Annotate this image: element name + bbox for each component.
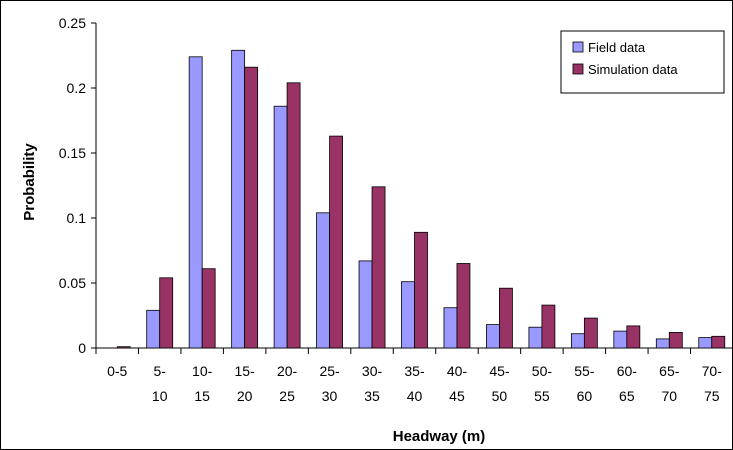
field-data-bar bbox=[655, 338, 670, 349]
x-tick-label: 30 bbox=[322, 388, 338, 404]
x-tick-label: 45- bbox=[489, 363, 510, 379]
x-tick-label: 30- bbox=[362, 363, 383, 379]
x-tick-label: 50 bbox=[492, 388, 508, 404]
simulation-data-bar bbox=[371, 186, 386, 349]
x-tick-label: 70 bbox=[662, 388, 678, 404]
x-tick-label: 35- bbox=[404, 363, 425, 379]
x-tick-label: 10- bbox=[192, 363, 213, 379]
simulation-data-bar bbox=[456, 263, 471, 349]
simulation-data-bar bbox=[116, 346, 131, 349]
simulation-data-bar bbox=[626, 325, 641, 349]
x-tick-label: 25- bbox=[319, 363, 340, 379]
x-tick-label: 65 bbox=[619, 388, 635, 404]
x-tick-label: 75 bbox=[704, 388, 720, 404]
field-data-bar bbox=[231, 49, 246, 349]
legend-label: Simulation data bbox=[588, 62, 678, 77]
plot-area: 0 0.05 0.1 0.15 0.2 0.25 0-5 5- 10 10- 15 15- 20 20- 2… bbox=[59, 15, 733, 404]
x-tick-label: 15- bbox=[235, 363, 256, 379]
legend: Field data Simulation data bbox=[560, 30, 725, 94]
x-tick-label: 35 bbox=[364, 388, 380, 404]
x-tick-label: 20 bbox=[237, 388, 253, 404]
x-tick-label: 40- bbox=[447, 363, 468, 379]
simulation-data-bar bbox=[286, 82, 301, 349]
simulation-data-bar bbox=[668, 331, 683, 349]
y-tick-label: 0 bbox=[78, 340, 86, 356]
x-tick-label: 70- bbox=[702, 363, 723, 379]
field-data-bar bbox=[316, 212, 330, 349]
legend-swatch bbox=[572, 41, 584, 53]
simulation-data-bar bbox=[201, 268, 216, 349]
x-tick-label: 60 bbox=[577, 388, 593, 404]
field-data-bar bbox=[273, 105, 288, 349]
y-tick-label: 0.2 bbox=[67, 80, 87, 96]
y-tick-label: 0.1 bbox=[67, 210, 87, 226]
simulation-data-bar bbox=[414, 231, 428, 349]
y-tick-label: 0.15 bbox=[59, 145, 86, 161]
simulation-data-bar bbox=[329, 135, 343, 349]
simulation-data-bar bbox=[711, 335, 726, 349]
y-tick-label: 0.05 bbox=[59, 275, 86, 291]
field-data-bar bbox=[146, 309, 161, 349]
x-tick-label: 20- bbox=[277, 363, 298, 379]
x-tick-label: 65- bbox=[659, 363, 680, 379]
field-data-bar bbox=[613, 330, 628, 349]
field-data-bar bbox=[188, 56, 203, 349]
field-data-bar bbox=[486, 324, 500, 349]
x-axis-title: Headway (m) bbox=[393, 428, 486, 445]
x-tick-label: 60- bbox=[617, 363, 638, 379]
field-data-bar bbox=[528, 326, 543, 349]
x-tick-label: 5- bbox=[153, 363, 166, 379]
x-tick-label: 40 bbox=[407, 388, 423, 404]
field-data-bar bbox=[570, 333, 585, 349]
x-tick-label: 55 bbox=[534, 388, 550, 404]
x-tick-label: 10 bbox=[152, 388, 168, 404]
x-tick-label: 55- bbox=[574, 363, 595, 379]
x-tick-label: 15 bbox=[194, 388, 210, 404]
legend-swatch bbox=[572, 63, 584, 75]
x-tick-label: 50- bbox=[532, 363, 553, 379]
field-data-bar bbox=[401, 281, 415, 349]
x-tick-label: 45 bbox=[449, 388, 465, 404]
legend-label: Field data bbox=[588, 40, 646, 55]
x-tick-label: 0-5 bbox=[107, 363, 127, 379]
simulation-data-bar bbox=[159, 277, 174, 349]
field-data-bar bbox=[358, 260, 373, 349]
y-tick-label: 0.25 bbox=[59, 15, 86, 31]
y-axis-title: Probability bbox=[21, 143, 38, 221]
simulation-data-bar bbox=[499, 287, 513, 349]
simulation-data-bar bbox=[583, 317, 598, 349]
field-data-bar bbox=[698, 337, 713, 349]
simulation-data-bar bbox=[541, 304, 556, 349]
legend-box bbox=[560, 30, 725, 94]
x-tick-label: 25 bbox=[279, 388, 295, 404]
field-data-bar bbox=[443, 307, 458, 349]
simulation-data-bar bbox=[244, 66, 259, 349]
